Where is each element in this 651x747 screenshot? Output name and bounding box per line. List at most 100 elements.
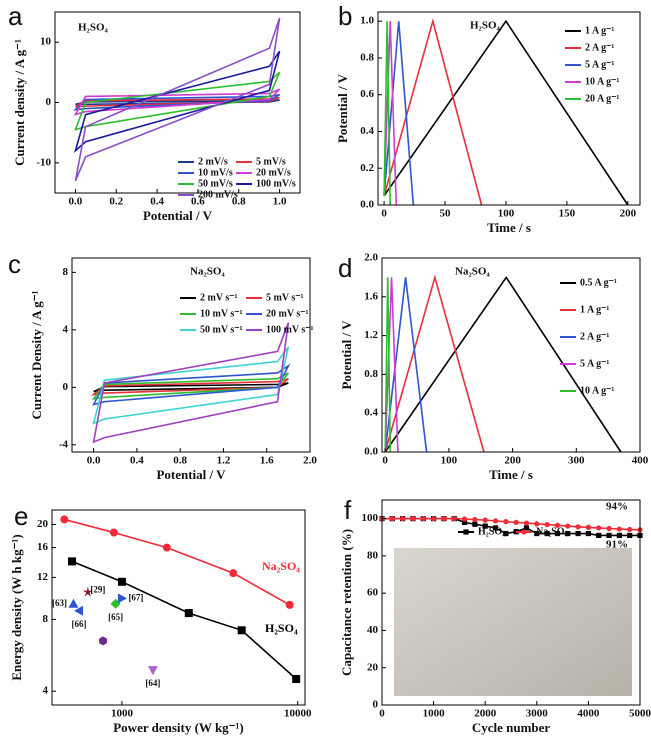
x-tick-label: 0 — [379, 708, 385, 720]
plot-frame — [377, 11, 641, 206]
plot-frame — [71, 257, 311, 453]
marker — [482, 523, 488, 529]
series-line — [73, 88, 281, 116]
marker — [521, 529, 527, 535]
y-axis-label: Current density / A g⁻¹ — [12, 39, 27, 166]
panel-letter: e — [14, 501, 28, 531]
x-tick-label: 1.6 — [260, 455, 274, 467]
marker — [554, 530, 561, 537]
legend-label: 50 mV s⁻¹ — [200, 324, 243, 335]
legend-label: Na₂SO₄ — [536, 526, 568, 537]
marker — [117, 577, 126, 586]
marker — [463, 529, 469, 535]
x-tick-label: 0 — [382, 455, 388, 467]
marker — [99, 636, 107, 646]
y-tick-label: 10 — [40, 36, 52, 48]
marker — [400, 516, 406, 522]
marker — [523, 525, 530, 531]
legend-label: 20 mV/s — [256, 167, 291, 178]
series-line — [384, 277, 428, 453]
series-line — [383, 19, 629, 206]
marker — [503, 530, 509, 537]
marker — [503, 519, 509, 525]
x-tick-label: 3000 — [526, 708, 549, 720]
y-tick-label: 0.0 — [360, 199, 374, 211]
marker — [534, 521, 540, 527]
x-tick-label: 0.4 — [130, 455, 144, 467]
marker — [461, 516, 468, 522]
marker — [285, 600, 294, 609]
series-line — [383, 18, 483, 206]
y-tick-label: 0.8 — [364, 368, 378, 380]
x-tick-label: 4000 — [577, 708, 600, 720]
legend-label: 2 mV s⁻¹ — [200, 292, 238, 303]
marker — [534, 530, 540, 537]
x-axis-label: Power density (W kg⁻¹) — [113, 720, 244, 735]
marker — [451, 516, 457, 522]
y-tick-label: 1.6 — [364, 290, 378, 302]
y-tick-label: 8 — [43, 613, 49, 625]
x-tick-label: 150 — [559, 208, 576, 220]
legend-label: 20 A g⁻¹ — [585, 93, 619, 104]
x-tick-label: 1000 — [423, 708, 446, 720]
panel-letter: b — [338, 1, 352, 31]
x-tick-label: 10000 — [284, 708, 312, 720]
series-line — [384, 277, 399, 453]
series-line — [384, 277, 392, 453]
marker — [184, 609, 193, 618]
x-tick-label: 0.0 — [87, 455, 101, 467]
x-tick-label: 0.8 — [232, 196, 246, 208]
x-tick-label: 0.8 — [173, 455, 187, 467]
marker — [68, 598, 79, 608]
legend-label: 1 A g⁻¹ — [580, 304, 609, 315]
series-line — [383, 21, 398, 206]
y-tick-label: 0.8 — [360, 51, 374, 63]
marker — [606, 525, 612, 532]
annotation: H₂SO₄ — [78, 22, 109, 34]
y-tick-label: 20 — [37, 518, 49, 530]
y-tick-label: 100 — [362, 512, 379, 524]
marker — [431, 516, 437, 522]
reference-label: [63] — [52, 598, 67, 608]
marker — [616, 526, 622, 532]
marker — [147, 666, 158, 676]
marker — [492, 518, 499, 524]
marker — [68, 557, 77, 566]
x-axis-label: Time / s — [489, 467, 533, 482]
marker — [389, 516, 395, 522]
x-tick-label: 1.2 — [217, 455, 231, 467]
x-tick-label: 200 — [620, 208, 637, 220]
marker — [565, 523, 571, 529]
x-axis-label: Cycle number — [472, 720, 551, 735]
plot-frame — [51, 509, 306, 706]
legend-label: 10 A g⁻¹ — [585, 76, 619, 87]
marker — [410, 516, 416, 522]
x-tick-label: 2.0 — [303, 455, 317, 467]
marker — [229, 569, 238, 578]
x-tick-label: 200 — [504, 455, 521, 467]
y-tick-label: -10 — [36, 156, 51, 168]
panel-letter: a — [8, 1, 23, 31]
y-tick-label: 0 — [46, 96, 52, 108]
series-line — [384, 274, 485, 453]
x-tick-label: 100 — [441, 455, 458, 467]
y-tick-label: 8 — [63, 266, 69, 278]
x-tick-label: 0.0 — [69, 196, 83, 208]
legend-label: 5 A g⁻¹ — [580, 358, 609, 369]
x-tick-label: 50 — [440, 208, 452, 220]
marker — [162, 543, 171, 552]
series-line — [73, 93, 280, 111]
y-tick-label: 0.4 — [364, 407, 378, 419]
reference-label: [64] — [145, 678, 160, 688]
annotation: 94% — [606, 501, 628, 513]
y-tick-label: 20 — [367, 661, 379, 673]
marker — [585, 524, 592, 530]
legend-label: 10 mV/s — [198, 167, 233, 178]
plot-frame — [381, 499, 641, 706]
y-tick-label: 0 — [63, 381, 69, 393]
y-axis-label: Potential / V — [335, 73, 350, 143]
reference-label: [67] — [128, 592, 143, 602]
legend-label: 5 mV/s — [256, 156, 286, 167]
legend-label: 2 mV/s — [198, 156, 228, 167]
y-tick-label: 4 — [63, 323, 69, 335]
